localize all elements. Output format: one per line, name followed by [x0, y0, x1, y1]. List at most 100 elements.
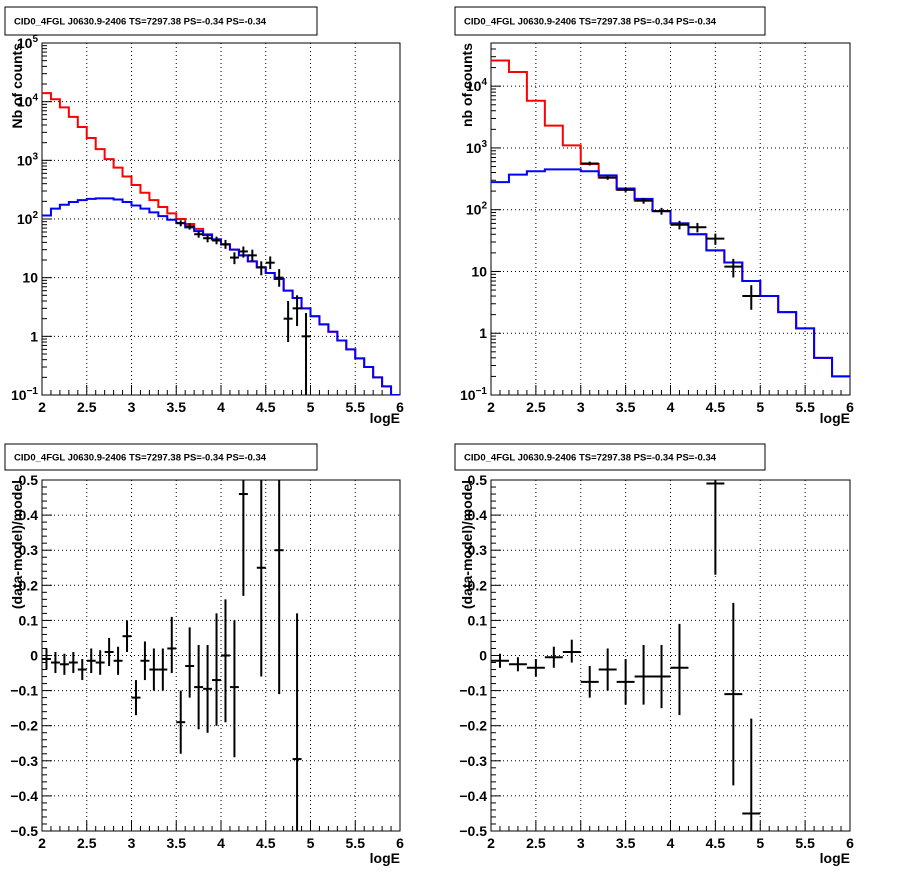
data-point [229, 252, 239, 265]
data-point [167, 616, 177, 674]
data-point [544, 646, 563, 668]
x-tick-label: 4 [217, 835, 225, 851]
data-point [724, 258, 743, 278]
data-point [598, 175, 617, 180]
y-tick-label: 1 [30, 328, 38, 344]
y-tick-label: 105 [17, 34, 39, 51]
chart-panel-2: CID0_4FGL J0630.9-2406 TS=7297.38 PS=-0.… [454, 6, 854, 426]
data-point [149, 648, 159, 691]
data-point [706, 233, 725, 245]
x-axis-label: logE [370, 410, 400, 426]
x-tick-label: 5.5 [346, 835, 366, 851]
data-point [562, 639, 581, 663]
data-point [104, 637, 114, 667]
y-tick-label: 0.3 [19, 542, 39, 558]
x-tick-label: 6 [846, 835, 854, 851]
chart-title: CID0_4FGL J0630.9-2406 TS=7297.38 PS=-0.… [14, 17, 267, 28]
data-point [203, 234, 213, 243]
data-point [742, 718, 761, 831]
y-tick-label: −0.2 [459, 718, 487, 734]
data-point [256, 261, 266, 276]
y-tick-label: −0.5 [459, 823, 487, 839]
y-tick-label: 0.1 [19, 612, 39, 628]
data-point [292, 613, 302, 831]
y-axis-label: Nb of counts [9, 43, 25, 129]
data-point [95, 650, 105, 675]
y-tick-label: 0.3 [468, 542, 488, 558]
x-tick-label: 4 [667, 399, 675, 415]
data-point [283, 301, 293, 343]
data-point [301, 312, 311, 395]
y-tick-label: 0.4 [468, 507, 488, 523]
y-tick-label: 0.2 [19, 577, 39, 593]
data-point [491, 653, 509, 668]
x-tick-label: 5 [756, 399, 764, 415]
x-tick-label: 5 [756, 835, 764, 851]
data-point [652, 207, 671, 215]
y-tick-label: −0.1 [459, 683, 487, 699]
data-point [113, 646, 123, 675]
y-tick-label: −0.5 [10, 823, 38, 839]
data-point [68, 651, 78, 674]
y-axis-label: (data-model)/model [459, 480, 475, 609]
chart-title-box [4, 443, 318, 471]
data-point [238, 480, 248, 596]
x-tick-label: 2 [487, 835, 495, 851]
y-tick-label: 0 [479, 648, 487, 664]
data-point [221, 599, 230, 723]
y-tick-label: 103 [17, 151, 39, 168]
y-tick-label: −0.2 [10, 718, 38, 734]
data-point [616, 187, 635, 193]
chart-title-box [4, 6, 318, 36]
chart-panel-3: CID0_4FGL J0630.9-2406 TS=7297.38 PS=-0.… [4, 443, 404, 866]
data-point [265, 256, 275, 270]
data-point [185, 223, 195, 230]
data-point [158, 648, 168, 691]
data-point [274, 480, 284, 695]
x-tick-label: 4.5 [256, 835, 276, 851]
chart-title-box [454, 6, 766, 36]
data-point [742, 285, 761, 310]
data-point [598, 648, 617, 691]
y-tick-label: 0.4 [19, 507, 39, 523]
y-tick-label: −0.3 [10, 753, 38, 769]
y-tick-label: 10−1 [11, 386, 38, 403]
data-point [274, 269, 284, 287]
data-point [580, 161, 599, 166]
x-tick-label: 2.5 [526, 399, 546, 415]
x-tick-label: 4.5 [706, 399, 726, 415]
x-axis-label: logE [820, 410, 850, 426]
y-tick-label: 102 [17, 210, 39, 227]
y-tick-label: −0.1 [10, 683, 38, 699]
y-tick-label: 103 [466, 139, 488, 156]
y-axis-label: (data-model)/model [9, 480, 25, 609]
x-tick-label: 3.5 [167, 399, 187, 415]
data-point [616, 659, 635, 705]
x-axis-label: logE [370, 850, 400, 866]
chart-panel-1: CID0_4FGL J0630.9-2406 TS=7297.38 PS=-0.… [4, 6, 404, 426]
data-point [140, 641, 150, 681]
chart-title: CID0_4FGL J0630.9-2406 TS=7297.38 PS=-0.… [14, 453, 267, 464]
y-tick-label: 104 [17, 93, 39, 110]
data-point [526, 659, 545, 677]
data-point [42, 648, 51, 670]
x-tick-label: 4.5 [706, 835, 726, 851]
y-tick-label: 0 [30, 648, 38, 664]
data-point [724, 602, 743, 786]
data-point [86, 648, 96, 674]
data-point [59, 653, 69, 675]
data-point [670, 220, 689, 230]
y-axis-label: nb of counts [459, 43, 475, 127]
chart-panel-4: CID0_4FGL J0630.9-2406 TS=7297.38 PS=-0.… [454, 443, 854, 866]
y-tick-label: 0.5 [19, 472, 39, 488]
data-point [229, 620, 239, 758]
x-tick-label: 2 [38, 835, 46, 851]
y-tick-label: 1 [479, 325, 487, 341]
data-point [634, 644, 653, 705]
data-point [194, 644, 204, 730]
x-tick-label: 2.5 [77, 835, 97, 851]
x-tick-label: 3 [577, 399, 585, 415]
data-point [122, 620, 132, 652]
x-tick-label: 2 [487, 399, 495, 415]
